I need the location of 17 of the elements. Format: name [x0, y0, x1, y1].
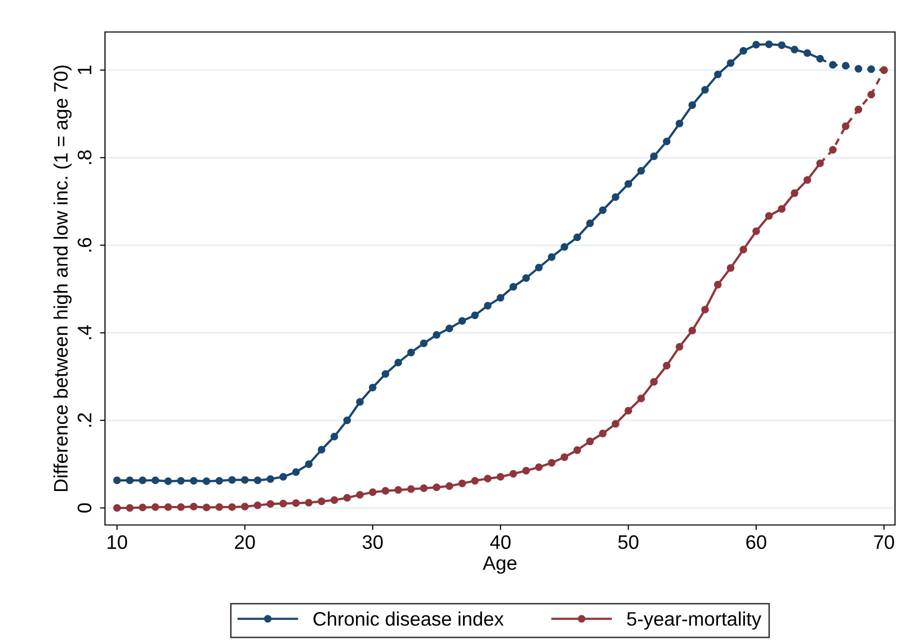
y-tick-label: .6 — [78, 238, 92, 252]
x-tick-label: 30 — [362, 535, 383, 550]
x-tick-label: 40 — [490, 535, 511, 550]
y-tick-label: 0 — [78, 503, 92, 513]
y-axis-title: Difference between high and low inc. (1 = age 70) — [53, 66, 72, 492]
y-tick-label: .8 — [78, 150, 92, 164]
y-tick-label: .4 — [78, 325, 92, 340]
legend-label: Chronic disease index — [314, 612, 504, 626]
x-tick-label: 20 — [235, 535, 255, 550]
x-tick-label: 60 — [746, 535, 766, 550]
x-tick-label: 50 — [618, 535, 638, 550]
x-tick-label: 10 — [108, 535, 128, 550]
y-tick-label: .2 — [78, 413, 92, 427]
y-tick-label: 1 — [78, 66, 92, 74]
x-tick-label: 70 — [874, 535, 894, 550]
x-axis-title: Age — [482, 556, 516, 574]
legend-label: 5-year-mortality — [627, 612, 762, 630]
